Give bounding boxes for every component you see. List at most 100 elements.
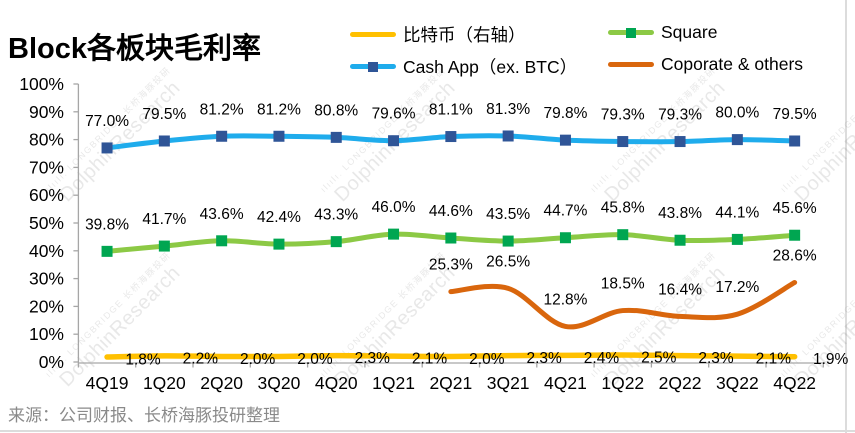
- legend-item-square: Square: [608, 22, 717, 43]
- series-bitcoin-line: [104, 352, 798, 360]
- legend-line-swatch-bitcoin: [350, 32, 396, 37]
- legend-label-square: Square: [661, 22, 718, 42]
- chart-title: Block各板块毛利率: [8, 33, 261, 66]
- axes: [73, 83, 824, 368]
- series-cashapp-marker: [445, 131, 457, 143]
- data-label-square: 44.7%: [543, 203, 587, 220]
- x-tick-label: 1Q21: [372, 373, 415, 393]
- data-label-cashapp: 79.5%: [773, 106, 817, 123]
- data-label-cashapp: 79.6%: [372, 106, 416, 123]
- x-tick-label: 3Q22: [716, 373, 759, 393]
- x-tick-label: 4Q21: [544, 373, 587, 393]
- series-corporate-line: [448, 279, 798, 330]
- series-square-marker: [502, 235, 514, 247]
- legend-label-cashapp: Cash App（ex. BTC）: [403, 57, 578, 77]
- x-tick-label: 2Q22: [659, 373, 702, 393]
- series-cashapp-marker: [502, 130, 514, 142]
- data-label-corporate: 12.8%: [543, 291, 587, 308]
- legend-line-swatch-cashapp: [350, 61, 396, 72]
- series-cashapp-line: [101, 130, 801, 154]
- data-label-cashapp: 79.8%: [543, 105, 587, 122]
- series-square-marker: [388, 228, 400, 240]
- data-label-bitcoin: 2.0%: [297, 351, 333, 368]
- legend-item-corporate: Coporate & others: [608, 54, 803, 75]
- y-tick-label: 30%: [29, 269, 64, 289]
- series-square-marker: [674, 234, 686, 246]
- data-label-square: 41.7%: [142, 211, 186, 228]
- x-tick-label: 2Q21: [429, 373, 472, 393]
- data-label-bitcoin: 2.0%: [469, 351, 505, 368]
- x-tick-label: 4Q22: [773, 373, 816, 393]
- data-label-cashapp: 79.5%: [142, 106, 186, 123]
- data-label-bitcoin: 1.8%: [125, 351, 161, 368]
- data-label-bitcoin: 1.9%: [813, 351, 849, 368]
- series-square-labels: 39.8% 41.7% 43.6% 42.4% 43.3% 46.0% 44.6% 43.5%…: [85, 199, 817, 233]
- data-label-cashapp: 79.3%: [658, 107, 702, 124]
- data-label-square: 43.6%: [200, 206, 244, 223]
- series-cashapp-marker: [273, 130, 285, 142]
- y-tick-label: 70%: [29, 157, 64, 177]
- legend-label-bitcoin: 比特币（右轴）: [403, 25, 526, 45]
- x-axis-labels: 4Q19 1Q20 2Q20 3Q20 4Q20 1Q21 2Q21 3Q21 4Q21 1Q22…: [86, 373, 816, 393]
- data-label-bitcoin: 2.2%: [183, 350, 219, 367]
- series-cashapp-marker: [559, 134, 571, 146]
- legend-line-swatch-square: [608, 27, 654, 38]
- data-label-square: 45.8%: [601, 200, 645, 217]
- x-tick-label: 3Q21: [487, 373, 530, 393]
- series-square-marker: [445, 232, 457, 244]
- frame-bottom-border: [0, 430, 855, 432]
- series-square-marker: [789, 229, 801, 241]
- legend-item-bitcoin: 比特币（右轴）: [350, 22, 526, 47]
- source-note: 来源：公司财报、长桥海豚投研整理: [8, 406, 280, 425]
- data-label-square: 39.8%: [85, 216, 129, 233]
- series-cashapp-marker: [731, 134, 743, 146]
- data-label-bitcoin: 2.0%: [240, 351, 276, 368]
- data-label-cashapp: 81.1%: [429, 102, 473, 119]
- series-cashapp-marker: [330, 131, 342, 143]
- data-label-square: 45.6%: [773, 200, 817, 217]
- data-label-square: 43.3%: [314, 207, 358, 224]
- series-cashapp-marker: [674, 136, 686, 148]
- x-tick-label: 4Q19: [86, 373, 129, 393]
- series-square-line: [101, 228, 801, 257]
- data-label-square: 44.6%: [429, 203, 473, 220]
- series-cashapp-marker: [617, 136, 629, 148]
- data-label-cashapp: 81.2%: [257, 101, 301, 118]
- x-tick-label: 3Q20: [258, 373, 301, 393]
- legend-label-corporate: Coporate & others: [661, 54, 804, 74]
- legend-line-swatch-corporate: [608, 62, 654, 67]
- legend-marker-square: [626, 27, 636, 38]
- data-label-cashapp: 81.2%: [200, 101, 244, 118]
- data-label-square: 42.4%: [257, 209, 301, 226]
- data-label-corporate: 18.5%: [601, 276, 645, 293]
- data-label-square: 43.5%: [486, 206, 530, 223]
- x-tick-label: 1Q20: [143, 373, 186, 393]
- data-label-corporate: 17.2%: [715, 279, 759, 296]
- data-label-bitcoin: 2.3%: [698, 350, 734, 367]
- legend-item-cashapp: Cash App（ex. BTC）: [350, 54, 577, 79]
- series-cashapp-marker: [216, 130, 228, 142]
- series-corporate-labels: 25.3% 26.5% 12.8% 18.5% 16.4% 17.2% 28.6%: [429, 247, 817, 308]
- data-label-corporate: 16.4%: [658, 281, 702, 298]
- series-square-marker: [731, 233, 743, 245]
- series-square-marker: [158, 240, 170, 252]
- data-label-corporate: 25.3%: [429, 257, 473, 274]
- y-tick-label: 10%: [29, 324, 64, 344]
- x-tick-label: 2Q20: [200, 373, 243, 393]
- y-tick-label: 100%: [19, 74, 64, 94]
- data-label-square: 44.1%: [715, 204, 759, 221]
- series-cashapp-marker: [158, 135, 170, 147]
- data-label-bitcoin: 2.3%: [355, 350, 391, 367]
- data-label-bitcoin: 2.3%: [526, 350, 562, 367]
- series-square-marker: [330, 236, 342, 248]
- y-tick-label: 0%: [39, 352, 64, 372]
- data-label-corporate: 26.5%: [486, 253, 530, 270]
- series-cashapp-labels: 77.0% 79.5% 81.2% 81.2% 80.8% 79.6% 81.1% 81.3%…: [85, 101, 817, 130]
- series-square-marker: [273, 238, 285, 250]
- data-label-corporate: 28.6%: [773, 247, 817, 264]
- data-label-bitcoin: 2.4%: [584, 350, 620, 367]
- y-tick-label: 20%: [29, 296, 64, 316]
- series-square-marker: [101, 245, 113, 257]
